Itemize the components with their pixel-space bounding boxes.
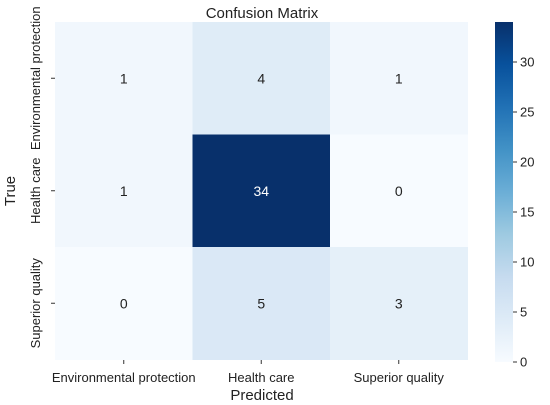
heatmap-cell-r1-c1	[192, 134, 331, 248]
x-tick-label-2: Superior quality	[354, 370, 445, 385]
colorbar-tick-label-3: 15	[520, 205, 534, 220]
cell-value-r0-c2: 1	[395, 70, 403, 86]
colorbar-tick-label-1: 5	[520, 305, 527, 320]
x-axis-ticks: Environmental protection Health care Super…	[52, 360, 445, 385]
cell-value-r2-c0: 0	[120, 295, 128, 311]
x-axis-label: Predicted	[230, 387, 293, 404]
colorbar-tick-label-2: 10	[520, 255, 534, 270]
cell-value-r0-c0: 1	[120, 70, 128, 86]
colorbar	[495, 22, 513, 362]
heatmap-cell-r2-c2	[330, 247, 468, 360]
heatmap-cells	[55, 22, 468, 360]
colorbar-tick-label-5: 25	[520, 105, 534, 120]
x-tick-label-1: Health care	[228, 370, 294, 385]
chart-title: Confusion Matrix	[206, 5, 319, 22]
colorbar-tick-label-0: 0	[520, 355, 527, 370]
cell-value-r1-c0: 1	[120, 183, 128, 199]
x-tick-label-0: Environmental protection	[52, 370, 196, 385]
heatmap-cell-r0-c1	[192, 22, 331, 135]
heatmap-cell-r1-c2	[330, 134, 468, 248]
heatmap-cell-r2-c0	[55, 247, 193, 360]
colorbar-tick-label-6: 30	[520, 55, 534, 70]
cell-value-r1-c2: 0	[395, 183, 403, 199]
heatmap-cell-r0-c2	[330, 22, 468, 135]
cell-value-r0-c1: 4	[257, 70, 265, 86]
y-tick-label-0: Environmental protection	[28, 6, 43, 150]
y-tick-label-1: Health care	[28, 158, 43, 224]
cell-value-r2-c2: 3	[395, 295, 403, 311]
cell-value-r2-c1: 5	[257, 295, 265, 311]
cell-value-r1-c1: 34	[253, 183, 269, 199]
y-axis-label: True	[2, 176, 19, 206]
colorbar-ticks: 0 5 10 15 20 25 30	[513, 55, 534, 370]
heatmap-cell-r0-c0	[55, 22, 193, 135]
heatmap-cell-r2-c1	[192, 247, 331, 360]
heatmap-cell-labels: 1 4 1 1 34 0 0 5 3	[120, 70, 403, 311]
y-axis-ticks: Environmental protection Health care Super…	[28, 6, 55, 348]
y-tick-label-2: Superior quality	[28, 258, 43, 349]
colorbar-tick-label-4: 20	[520, 155, 534, 170]
heatmap-cell-r1-c0	[55, 134, 193, 248]
